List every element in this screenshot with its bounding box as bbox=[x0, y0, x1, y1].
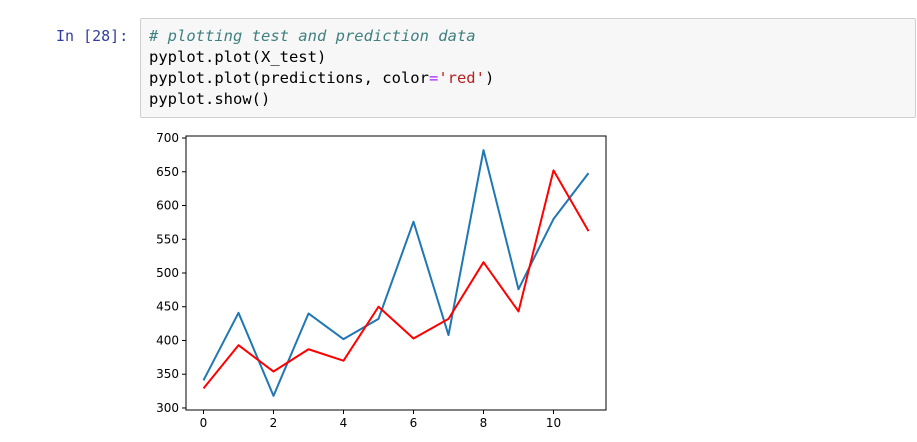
code-line-plot-xtest: pyplot.plot(X_test) bbox=[149, 48, 327, 66]
y-tick-label: 600 bbox=[156, 199, 179, 213]
code-string: 'red' bbox=[438, 69, 485, 87]
input-prompt: In [28]: bbox=[56, 27, 129, 45]
y-tick-label: 700 bbox=[156, 131, 179, 145]
series-line-1 bbox=[202, 149, 590, 397]
x-tick-label: 4 bbox=[340, 416, 348, 430]
x-tick-label: 2 bbox=[270, 416, 278, 430]
code-line-plot-predictions: pyplot.plot(predictions, color='red') bbox=[149, 69, 494, 87]
line-chart: 0 2 4 6 8 10 300 350 400 450 500 550 600 650 700 bbox=[156, 131, 607, 430]
y-tick-label: 550 bbox=[156, 232, 179, 246]
x-tick-label: 10 bbox=[546, 416, 561, 430]
code-token: ) bbox=[484, 69, 495, 87]
y-tick-label: 500 bbox=[156, 266, 179, 280]
series-line-2 bbox=[202, 169, 590, 390]
code-operator: = bbox=[428, 69, 439, 87]
code-input-area[interactable]: # plotting test and prediction data pypl… bbox=[140, 18, 916, 118]
code-token: pyplot.plot(predictions, color bbox=[149, 69, 429, 87]
y-tick-label: 300 bbox=[156, 401, 179, 415]
code-block: # plotting test and prediction data pypl… bbox=[149, 26, 494, 110]
y-tick-label: 650 bbox=[156, 165, 179, 179]
x-tick-label: 6 bbox=[410, 416, 418, 430]
y-tick-label: 450 bbox=[156, 300, 179, 314]
y-tick-label: 350 bbox=[156, 367, 179, 381]
x-tick-label: 8 bbox=[480, 416, 488, 430]
x-tick-label: 0 bbox=[200, 416, 208, 430]
y-tick-label: 400 bbox=[156, 333, 179, 347]
code-comment: # plotting test and prediction data bbox=[149, 27, 476, 45]
code-line-show: pyplot.show() bbox=[149, 90, 271, 108]
output-area: 0 2 4 6 8 10 300 350 400 450 500 550 600 650 700 bbox=[140, 124, 916, 438]
